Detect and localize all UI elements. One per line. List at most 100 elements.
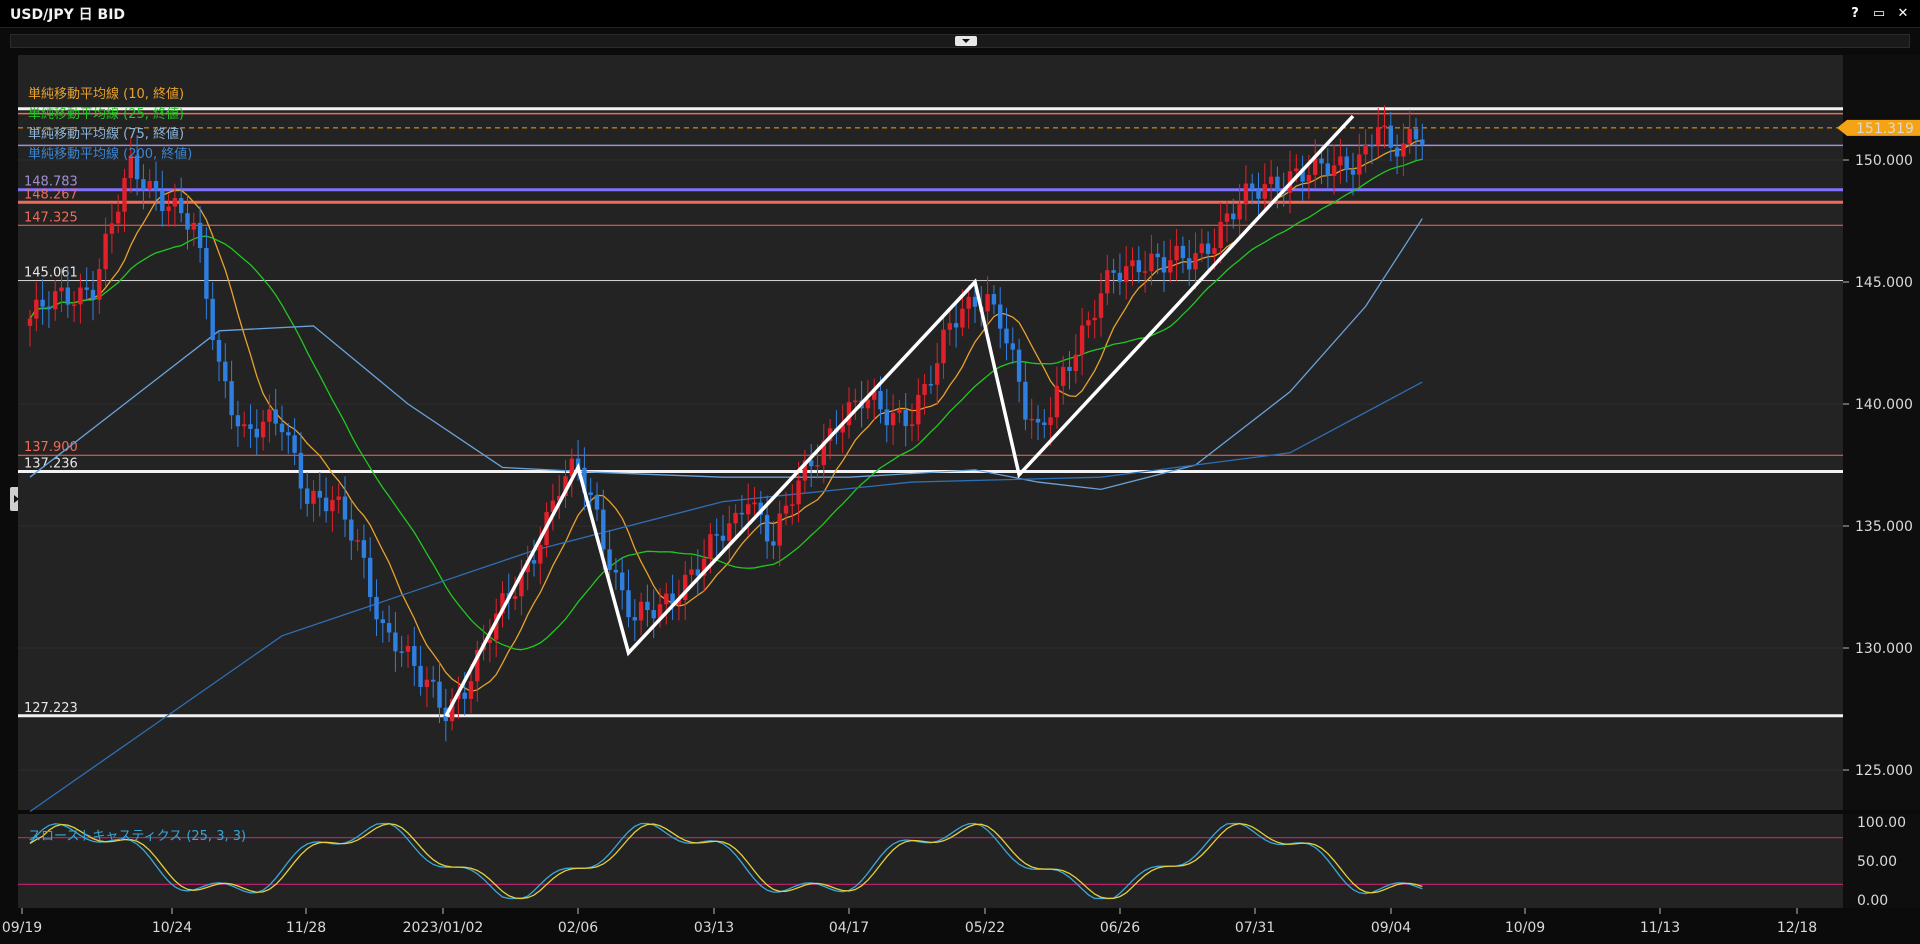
candle-body (1199, 243, 1204, 254)
time-tick-label: 03/13 (694, 920, 734, 936)
candle-body (1161, 257, 1167, 273)
candle-body (286, 432, 291, 436)
candle-body (336, 496, 341, 500)
candle-body (972, 296, 978, 307)
candle-body (1180, 245, 1186, 259)
candle-body (500, 593, 505, 614)
candle-body (437, 681, 442, 708)
candle-body (903, 409, 908, 427)
candle-body (1168, 260, 1173, 273)
candle-body (739, 512, 745, 515)
current-price-label: 151.319 (1856, 121, 1914, 137)
candle-body (134, 155, 140, 180)
candle-body (53, 291, 58, 310)
time-tick-label: 10/09 (1505, 920, 1545, 936)
window-titlebar: USD/JPY 日 BID ? ▭ ✕ (0, 0, 1920, 28)
help-button[interactable]: ? (1851, 6, 1859, 21)
candle-body (941, 329, 946, 364)
candle-body (840, 425, 845, 433)
candle-body (626, 590, 631, 618)
candle-body (216, 340, 222, 362)
ma-legend-entry: 単純移動平均線 (75, 終値) (28, 126, 184, 142)
candle-body (475, 650, 480, 682)
candle-body (815, 465, 820, 467)
candle-body (689, 569, 694, 575)
candle-body (141, 179, 146, 190)
candle-body (1300, 168, 1305, 182)
candle-body (147, 181, 152, 190)
candle-body (1023, 381, 1028, 420)
candle-body (172, 198, 178, 207)
candle-body (607, 549, 612, 570)
candle-body (777, 513, 782, 546)
candle-body (890, 412, 896, 426)
candle-body (1388, 125, 1393, 148)
candle-body (670, 593, 675, 605)
candle-body (752, 502, 757, 505)
candle-body (645, 601, 650, 611)
candle-body (431, 679, 436, 682)
stochastic-axis-panel (1843, 814, 1920, 908)
time-tick-label: 2023/01/02 (403, 920, 484, 936)
candle-body (468, 681, 474, 699)
candle-body (802, 460, 808, 481)
candle-body (1067, 366, 1072, 372)
close-button[interactable]: ✕ (1897, 6, 1909, 21)
ma200-line (29, 381, 1423, 813)
candle-body (701, 558, 707, 576)
candle-body (1136, 260, 1141, 273)
maximize-button[interactable]: ▭ (1872, 6, 1886, 21)
level-label: 145.061 (24, 266, 78, 281)
level-label: 137.900 (24, 440, 78, 455)
candle-body (1306, 174, 1312, 182)
candle-body (449, 698, 455, 722)
candle-body (311, 490, 316, 504)
collapse-toolbar-button[interactable] (955, 36, 977, 46)
candle-body (916, 394, 921, 425)
candle-body (1350, 170, 1356, 175)
candle-body (1098, 293, 1104, 318)
candle-body (1054, 385, 1060, 418)
candle-body (1357, 154, 1362, 175)
time-tick-label: 09/19 (2, 920, 42, 936)
time-tick-label: 07/31 (1235, 920, 1275, 936)
stochastic-k-line (29, 822, 1423, 900)
candle-body (1338, 156, 1343, 166)
window-title: USD/JPY 日 BID (10, 6, 126, 23)
candle-body (575, 458, 581, 468)
candle-body (494, 613, 499, 640)
candle-body (922, 384, 927, 395)
candle-body (1193, 253, 1198, 270)
price-tick-label: 130.000 (1855, 641, 1913, 657)
candle-body (90, 289, 96, 300)
stochastic-tick-label: 50.00 (1857, 854, 1897, 870)
stochastic-tick-label: 100.00 (1857, 815, 1906, 831)
candle-body (966, 296, 971, 309)
candle-body (790, 504, 795, 506)
candle-body (229, 381, 234, 416)
ma75-line (29, 218, 1423, 491)
candle-body (1004, 328, 1009, 344)
candle-body (273, 409, 278, 424)
candle-body (1420, 139, 1425, 146)
candle-body (1319, 158, 1324, 164)
price-tick-label: 140.000 (1855, 397, 1913, 413)
candle-body (260, 421, 266, 438)
candle-body (355, 540, 360, 542)
candle-body (1086, 320, 1091, 326)
candle-body (1124, 266, 1129, 282)
candle-body (65, 287, 70, 305)
candle-body (1155, 253, 1160, 258)
candle-body (487, 639, 493, 643)
price-tick-label: 145.000 (1855, 275, 1913, 291)
candle-body (323, 497, 329, 512)
ma-legend-entry: 単純移動平均線 (10, 終値) (28, 86, 184, 102)
candle-body (695, 569, 700, 576)
candle-body (349, 519, 354, 541)
candle-body (1048, 417, 1053, 426)
candle-body (953, 323, 959, 328)
candle-body (1268, 176, 1274, 185)
candle-body (563, 476, 568, 496)
candle-body (1073, 354, 1078, 372)
